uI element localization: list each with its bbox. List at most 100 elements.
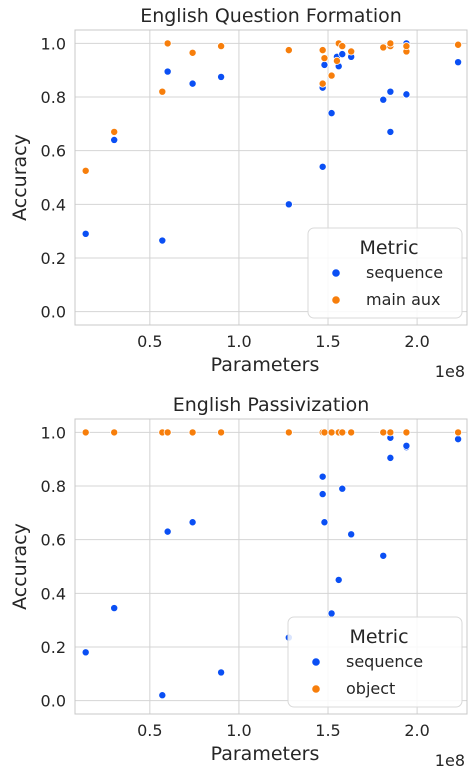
legend-marker xyxy=(311,657,321,667)
series-object xyxy=(81,428,463,437)
data-point xyxy=(163,527,172,536)
data-point xyxy=(386,39,395,48)
x-tick-label: 2.0 xyxy=(404,332,429,351)
data-point xyxy=(386,127,395,136)
x-tick-label: 1.5 xyxy=(315,721,340,740)
data-point xyxy=(110,135,119,144)
y-tick-label: 0.4 xyxy=(41,195,66,214)
data-point xyxy=(320,428,329,437)
y-axis-label: Accuracy xyxy=(9,523,31,610)
chart-2: 0.5 1.0 1.5 2.0 0.0 0.2 0.4 0.6 0.8 1.0 English Pa… xyxy=(9,394,468,767)
data-point xyxy=(320,518,329,527)
data-point xyxy=(188,428,197,437)
x-tick-label: 2.0 xyxy=(404,721,429,740)
x-scale-offset-label: 1e8 xyxy=(435,751,465,767)
data-point xyxy=(188,518,197,527)
y-tick-label: 0.0 xyxy=(41,303,66,322)
legend-title: Metric xyxy=(359,237,418,259)
data-point xyxy=(110,127,119,136)
data-point xyxy=(318,490,327,499)
legend-box xyxy=(307,227,463,319)
y-tick-label: 0.2 xyxy=(41,249,66,268)
data-point xyxy=(338,428,347,437)
y-tick-label: 1.0 xyxy=(41,423,66,442)
data-point xyxy=(332,56,341,65)
data-point xyxy=(402,441,411,450)
data-point xyxy=(217,42,226,51)
legend-entry-label: object xyxy=(346,679,395,698)
data-point xyxy=(188,48,197,57)
x-tick-label: 1.0 xyxy=(226,721,251,740)
data-point xyxy=(318,162,327,171)
y-tick-label: 0.8 xyxy=(41,477,66,496)
data-point xyxy=(81,229,90,238)
legend-entry-label: main aux xyxy=(366,290,440,309)
data-point xyxy=(386,87,395,96)
x-scale-offset-label: 1e8 xyxy=(435,362,465,381)
x-tick-label: 1.5 xyxy=(315,332,340,351)
data-point xyxy=(320,54,329,63)
data-point xyxy=(327,428,336,437)
legend-marker xyxy=(331,268,341,278)
data-point xyxy=(338,484,347,493)
data-point xyxy=(347,530,356,539)
x-tick-label: 0.5 xyxy=(137,721,162,740)
data-point xyxy=(163,39,172,48)
x-axis-label: Parameters xyxy=(211,743,320,765)
plot-frame xyxy=(74,418,468,715)
data-point xyxy=(347,47,356,56)
data-point xyxy=(81,166,90,175)
y-tick-label: 1.0 xyxy=(41,34,66,53)
data-point xyxy=(454,428,463,437)
data-point xyxy=(379,95,388,104)
legend-title: Metric xyxy=(349,626,408,648)
data-point xyxy=(338,50,347,59)
x-axis-label: Parameters xyxy=(211,354,320,376)
y-axis-label: Accuracy xyxy=(9,134,31,221)
data-point xyxy=(379,43,388,52)
data-point xyxy=(402,428,411,437)
series-sequence xyxy=(81,433,463,700)
data-point xyxy=(318,79,327,88)
y-tick-label: 0.4 xyxy=(41,584,66,603)
data-point xyxy=(81,648,90,657)
x-tick-label: 1.0 xyxy=(226,332,251,351)
data-point xyxy=(402,42,411,51)
data-point xyxy=(158,691,167,700)
data-point xyxy=(327,609,336,618)
data-point xyxy=(284,428,293,437)
series-sequence xyxy=(81,39,463,245)
plot-frame xyxy=(74,29,468,326)
legend-marker xyxy=(311,684,321,694)
legend: Metric sequence main aux xyxy=(307,227,463,319)
data-point xyxy=(110,428,119,437)
y-tick-label: 0.6 xyxy=(41,531,66,550)
legend-entry-label: sequence xyxy=(366,263,443,282)
data-point xyxy=(163,428,172,437)
data-point xyxy=(318,46,327,55)
data-point xyxy=(284,200,293,209)
x-tick-label: 0.5 xyxy=(137,332,162,351)
data-point xyxy=(454,58,463,67)
data-point xyxy=(188,79,197,88)
chart-1: 0.5 1.0 1.5 2.0 0.0 0.2 0.4 0.6 0.8 1.0 English Qu… xyxy=(9,5,468,381)
data-point xyxy=(454,435,463,444)
legend-box xyxy=(287,616,463,708)
data-point xyxy=(327,109,336,118)
legend-marker xyxy=(331,295,341,305)
data-point xyxy=(338,42,347,51)
data-point xyxy=(347,428,356,437)
data-point xyxy=(386,453,395,462)
data-point xyxy=(284,46,293,55)
data-point xyxy=(217,428,226,437)
data-point xyxy=(158,87,167,96)
data-point xyxy=(318,472,327,481)
data-point xyxy=(217,72,226,81)
data-point xyxy=(163,67,172,76)
y-tick-label: 0.8 xyxy=(41,88,66,107)
data-point xyxy=(320,60,329,69)
data-point xyxy=(379,428,388,437)
data-point xyxy=(217,668,226,677)
data-point xyxy=(454,40,463,49)
